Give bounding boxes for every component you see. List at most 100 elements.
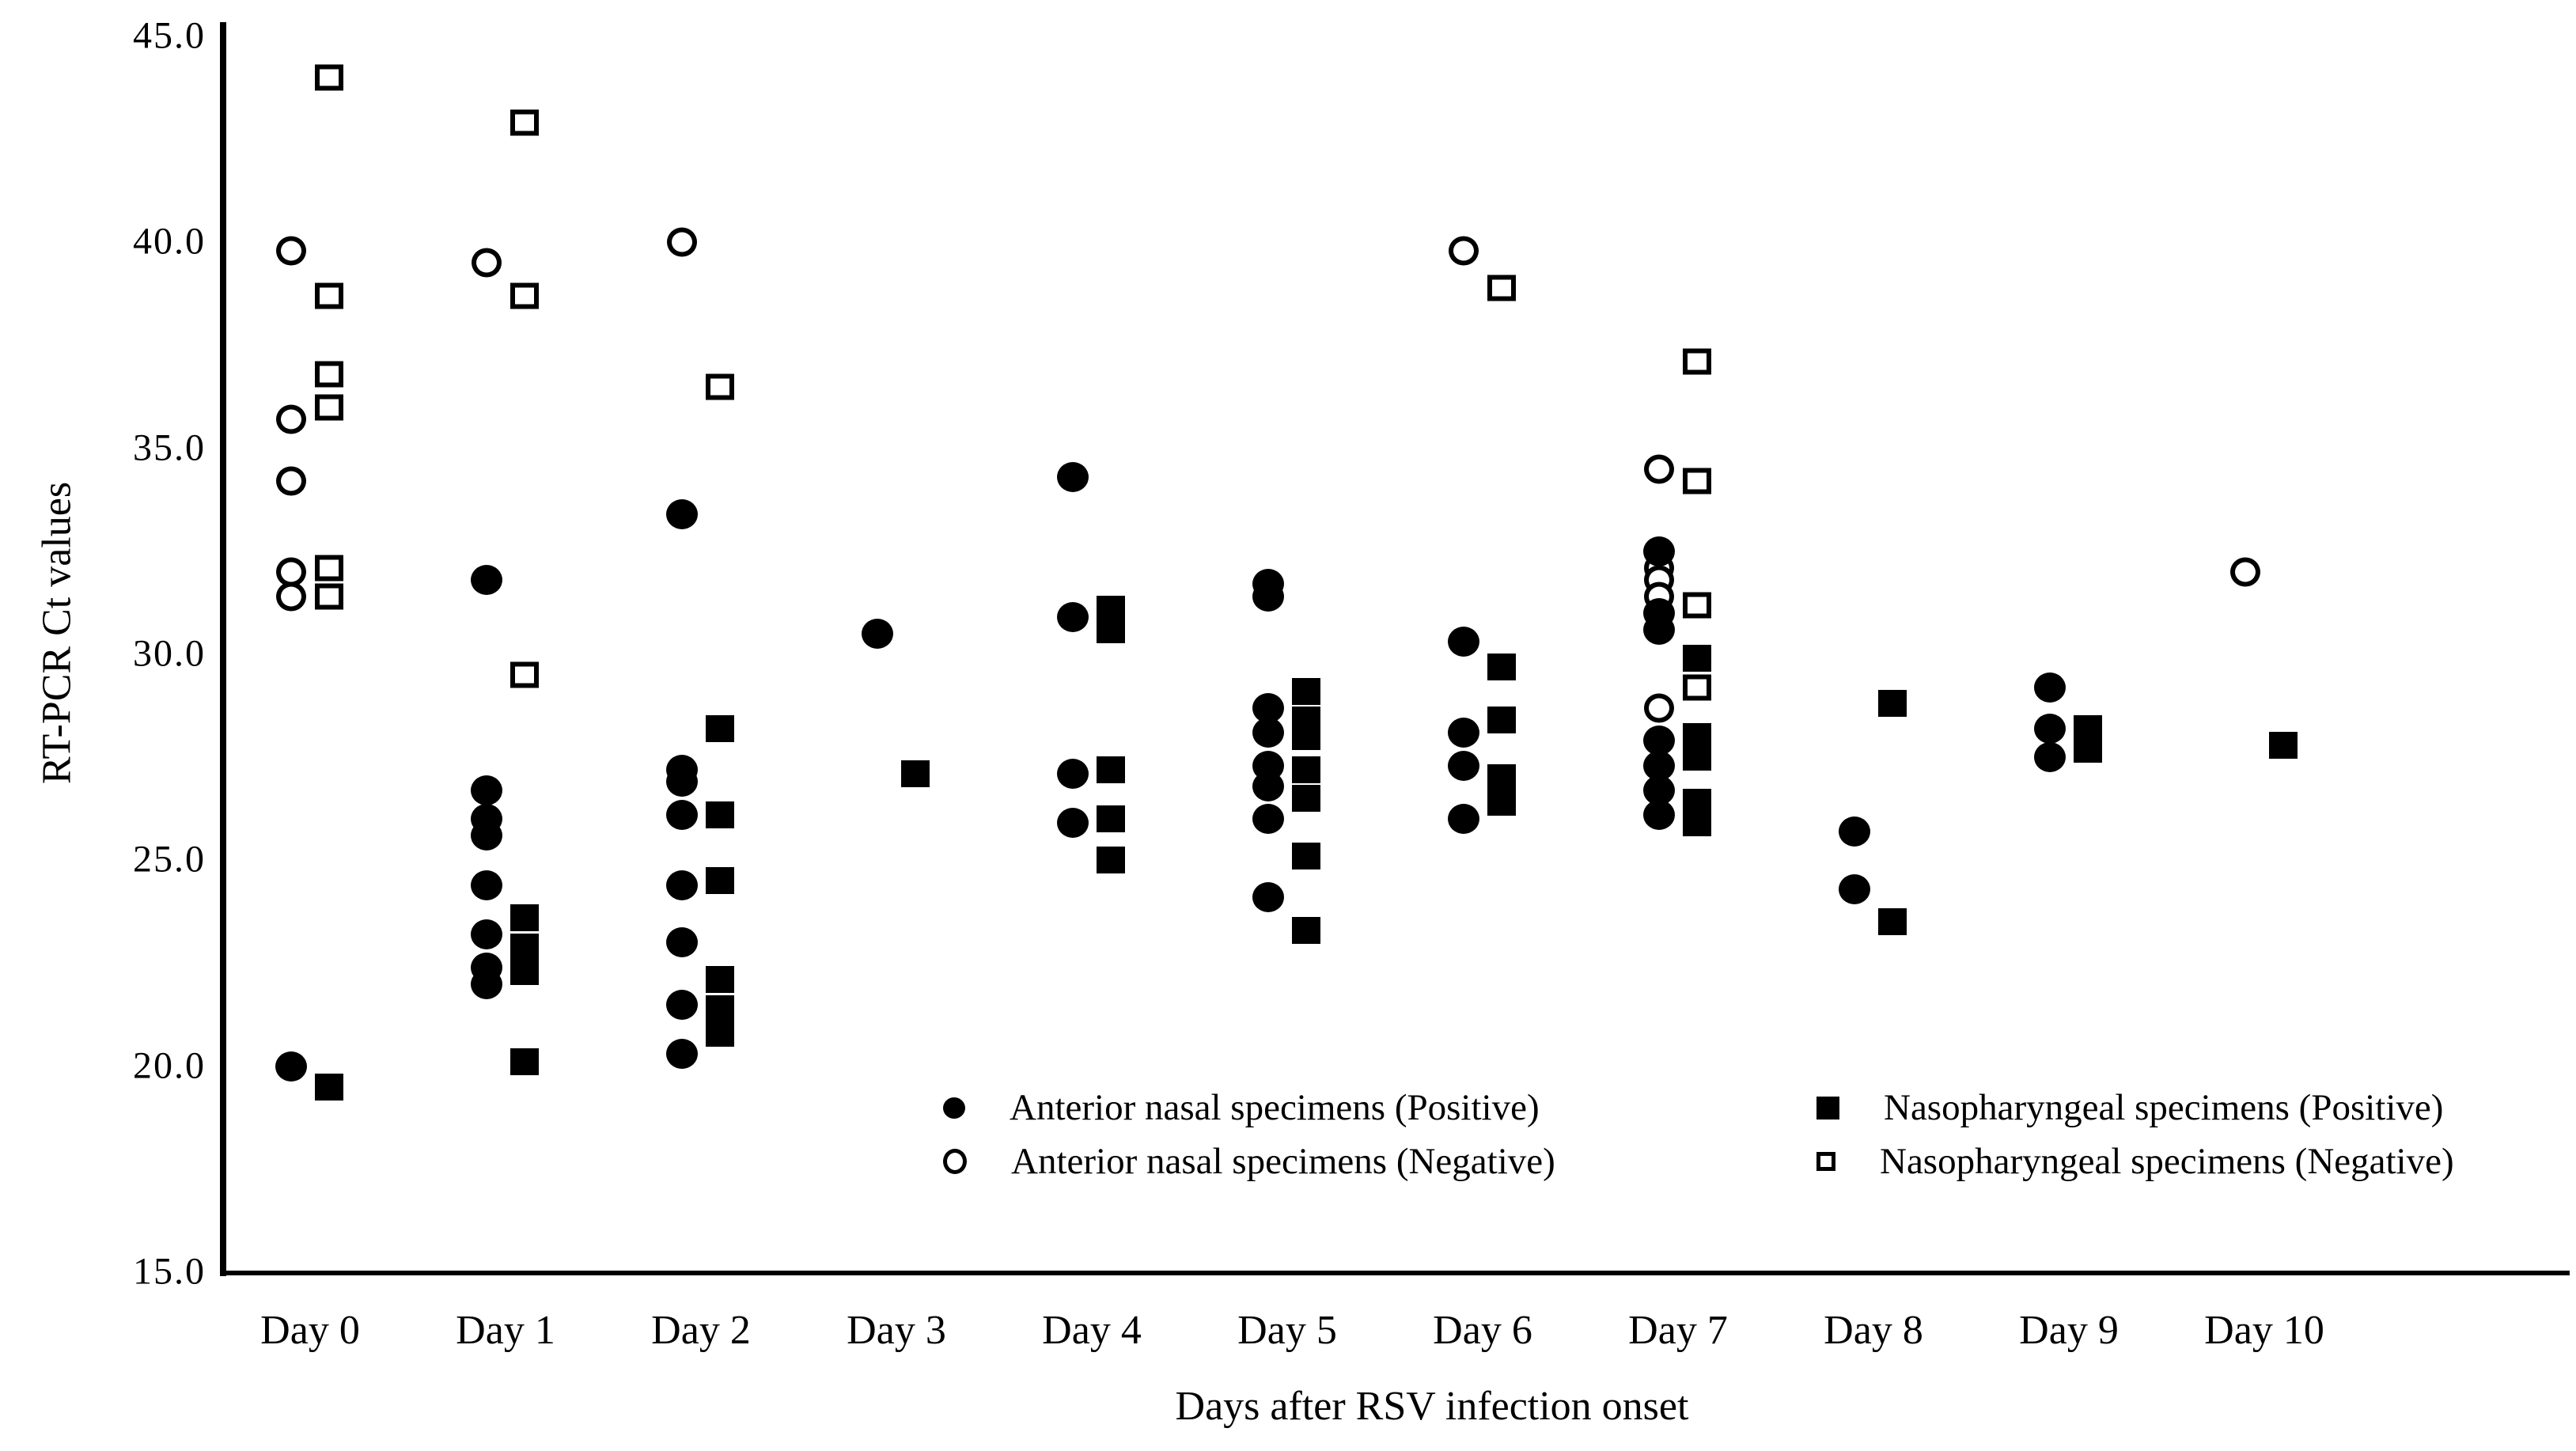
data-point-filled-square: [1292, 677, 1320, 705]
data-point-open-circle: [276, 582, 306, 612]
data-point-filled-square: [1878, 690, 1907, 718]
data-point-open-square: [315, 555, 343, 582]
x-tick-label: Day 3: [847, 1308, 946, 1353]
data-point-filled-square: [1878, 908, 1907, 936]
x-tick-label: Day 6: [1433, 1308, 1532, 1353]
data-point-filled-square: [510, 957, 539, 985]
data-point-filled-square: [1292, 916, 1320, 944]
data-point-filled-circle: [471, 968, 502, 999]
data-point-open-circle: [1644, 693, 1674, 723]
data-point-filled-circle: [666, 498, 698, 529]
data-point-open-square: [706, 373, 734, 400]
data-point-filled-square: [1487, 764, 1516, 792]
data-point-open-square: [1683, 592, 1711, 619]
data-point-filled-circle: [862, 618, 893, 649]
data-point-filled-square: [510, 904, 539, 932]
data-point-open-circle: [2230, 557, 2260, 587]
legend-item-nasopharyngeal-positive: Nasopharyngeal specimens (Positive): [1816, 1086, 2443, 1129]
y-tick-label: 35.0: [133, 426, 206, 469]
data-point-filled-circle: [1448, 750, 1479, 781]
x-tick-label: Day 7: [1628, 1308, 1728, 1353]
data-point-filled-square: [1292, 843, 1320, 870]
data-point-filled-square: [510, 1048, 539, 1076]
data-point-filled-circle: [1057, 808, 1089, 839]
y-axis-title: RT-PCR Ct values: [34, 481, 80, 785]
data-point-open-circle: [1449, 236, 1479, 266]
data-point-filled-circle: [1057, 758, 1089, 789]
data-point-filled-circle: [666, 767, 698, 797]
y-tick-label: 20.0: [133, 1044, 206, 1087]
data-point-open-square: [315, 64, 343, 91]
data-point-open-square: [315, 583, 343, 610]
legend-item-anterior-negative: Anterior nasal specimens (Negative): [943, 1140, 1555, 1183]
data-point-open-circle: [276, 466, 306, 496]
data-point-filled-circle: [2034, 713, 2066, 744]
x-axis-title: Days after RSV infection onset: [1175, 1384, 1689, 1429]
data-point-open-square: [1683, 348, 1711, 375]
x-axis-line: [220, 1271, 2570, 1275]
y-tick-label: 25.0: [133, 838, 206, 881]
data-point-filled-circle: [666, 869, 698, 900]
data-point-open-circle: [276, 236, 306, 266]
x-tick-label: Day 9: [2019, 1308, 2119, 1353]
data-point-filled-circle: [1252, 804, 1284, 835]
y-tick-label: 40.0: [133, 220, 206, 263]
data-point-filled-square: [2074, 735, 2102, 763]
data-point-filled-circle: [2034, 672, 2066, 703]
x-tick-label: Day 2: [651, 1308, 751, 1353]
data-point-filled-circle: [666, 927, 698, 958]
data-point-filled-square: [1683, 744, 1711, 771]
data-point-filled-square: [1292, 756, 1320, 783]
data-point-filled-circle: [1839, 873, 1870, 904]
data-point-filled-square: [1487, 707, 1516, 734]
y-tick-label: 15.0: [133, 1250, 206, 1293]
legend-label: Anterior nasal specimens (Negative): [1011, 1141, 1555, 1182]
data-point-filled-circle: [2034, 742, 2066, 773]
data-point-open-square: [1683, 674, 1711, 701]
data-point-filled-circle: [1643, 800, 1675, 831]
data-point-filled-circle: [275, 1051, 307, 1082]
data-point-filled-square: [1097, 616, 1125, 643]
data-point-filled-circle: [1448, 804, 1479, 835]
data-point-filled-circle: [666, 989, 698, 1020]
data-point-filled-square: [706, 1020, 734, 1047]
data-point-filled-circle: [471, 869, 502, 900]
data-point-filled-square: [706, 714, 734, 742]
x-tick-label: Day 0: [260, 1308, 360, 1353]
open-circle-icon: [943, 1149, 967, 1174]
x-tick-label: Day 4: [1042, 1308, 1142, 1353]
data-point-open-square: [1683, 468, 1711, 494]
data-point-filled-square: [706, 994, 734, 1022]
data-point-filled-circle: [1252, 771, 1284, 801]
data-point-filled-square: [1487, 653, 1516, 680]
data-point-filled-circle: [1643, 536, 1675, 566]
data-point-filled-circle: [1643, 614, 1675, 645]
data-point-open-square: [510, 282, 539, 309]
data-point-filled-square: [1097, 847, 1125, 874]
data-point-filled-square: [706, 867, 734, 895]
data-point-filled-square: [706, 966, 734, 994]
data-point-open-circle: [1644, 454, 1674, 484]
x-tick-label: Day 10: [2204, 1308, 2324, 1353]
x-tick-label: Day 8: [1824, 1308, 1923, 1353]
data-point-filled-square: [1487, 789, 1516, 816]
data-point-filled-square: [1683, 809, 1711, 837]
data-point-filled-circle: [1057, 602, 1089, 633]
data-point-open-square: [315, 394, 343, 421]
data-point-filled-square: [901, 760, 930, 787]
data-point-filled-circle: [471, 820, 502, 851]
data-point-open-square: [315, 282, 343, 309]
y-axis-line: [220, 22, 226, 1276]
data-point-filled-circle: [1448, 717, 1479, 748]
data-point-open-square: [315, 361, 343, 388]
data-point-filled-square: [706, 801, 734, 829]
legend-label: Nasopharyngeal specimens (Positive): [1884, 1087, 2444, 1128]
data-point-open-square: [510, 661, 539, 688]
y-tick-label: 45.0: [133, 14, 206, 57]
data-point-open-square: [1487, 275, 1516, 301]
data-point-filled-square: [510, 933, 539, 960]
data-point-filled-circle: [471, 565, 502, 596]
data-point-filled-circle: [1252, 717, 1284, 748]
data-point-open-square: [510, 109, 539, 136]
